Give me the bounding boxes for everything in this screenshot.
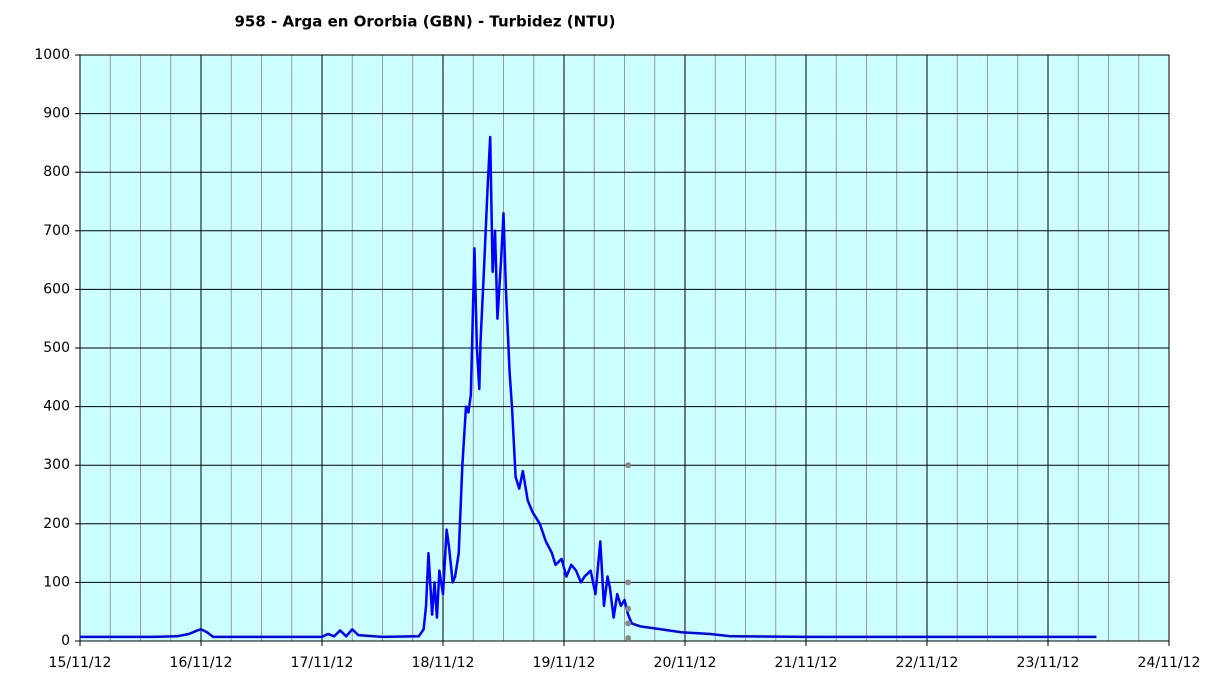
x-tick-label: 21/11/12: [775, 655, 838, 671]
y-tick-label: 800: [43, 164, 70, 180]
y-tick-label: 900: [43, 106, 70, 122]
x-tick-label: 20/11/12: [654, 655, 717, 671]
marker: [625, 620, 632, 627]
x-tick-label: 17/11/12: [291, 655, 354, 671]
y-tick-label: 500: [43, 340, 70, 356]
x-tick-label: 24/11/12: [1138, 655, 1201, 671]
y-tick-label: 1000: [34, 47, 70, 63]
x-tick-label: 16/11/12: [170, 655, 233, 671]
marker: [625, 579, 632, 586]
y-tick-label: 200: [43, 516, 70, 532]
y-tick-label: 600: [43, 281, 70, 297]
x-tick-label: 22/11/12: [896, 655, 959, 671]
marker: [625, 605, 632, 612]
y-tick-label: 100: [43, 574, 70, 590]
marker: [625, 462, 632, 469]
x-tick-label: 18/11/12: [412, 655, 475, 671]
marker: [625, 635, 632, 642]
y-tick-label: 400: [43, 399, 70, 415]
x-tick-label: 15/11/12: [49, 655, 112, 671]
chart-title: 958 - Arga en Ororbia (GBN) - Turbidez (…: [235, 13, 616, 31]
y-tick-label: 300: [43, 457, 70, 473]
data-line: [80, 135, 1097, 639]
y-tick-label: 700: [43, 223, 70, 239]
x-tick-label: 19/11/12: [533, 655, 596, 671]
y-tick-label: 0: [61, 633, 70, 649]
x-tick-label: 23/11/12: [1017, 655, 1080, 671]
